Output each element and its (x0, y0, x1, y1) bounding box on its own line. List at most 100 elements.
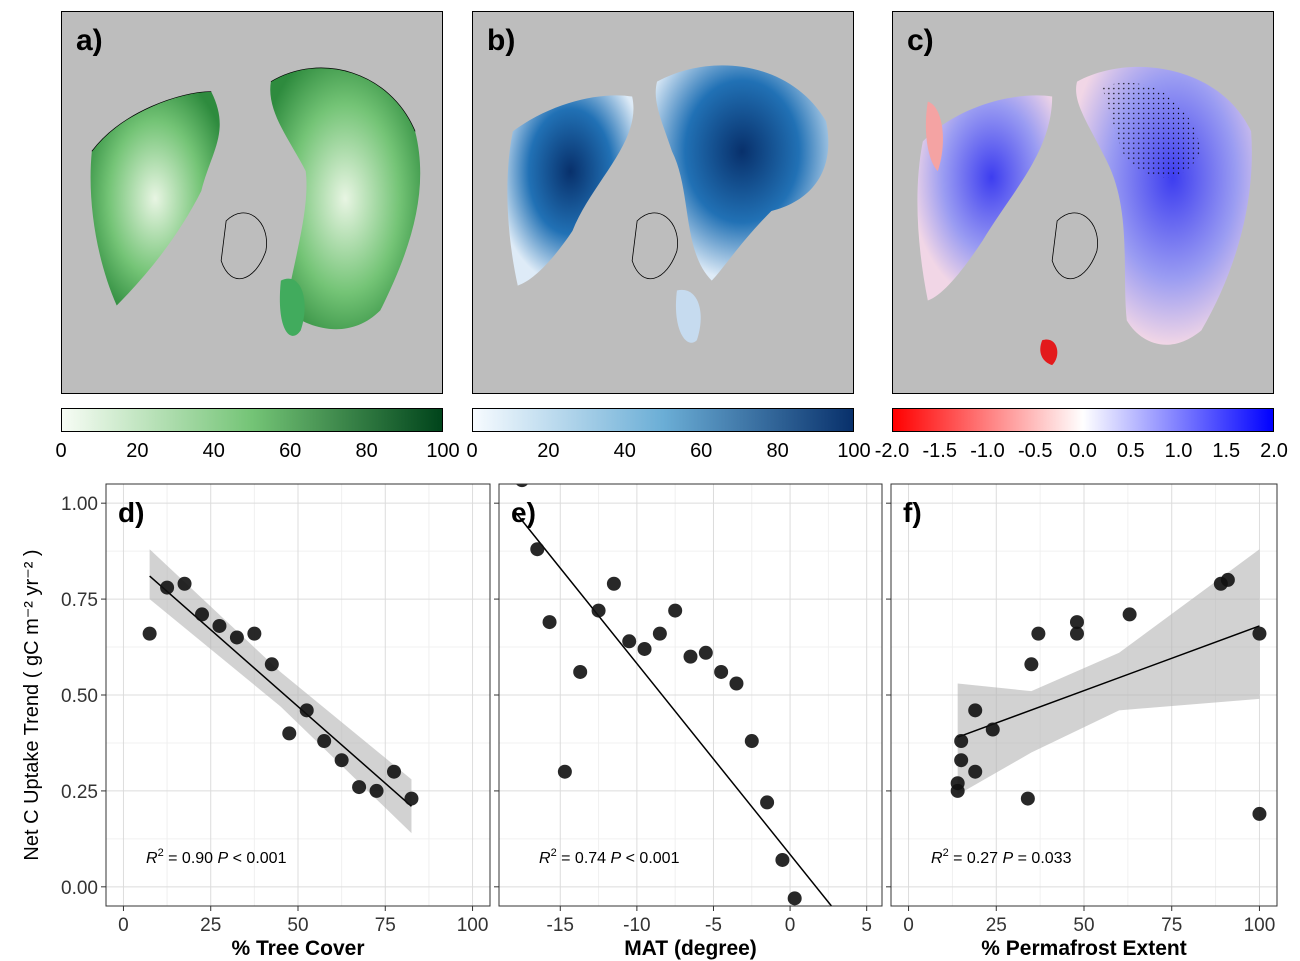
regression-line (149, 575, 412, 807)
colorbar-tick-label: 100 (837, 440, 871, 462)
data-point (369, 783, 384, 798)
data-point (1069, 615, 1084, 630)
x-tick-label: 50 (287, 915, 308, 936)
y-tick-label: 1.00 (61, 494, 98, 515)
data-point (606, 576, 621, 591)
r2-value: = 0.90 (164, 850, 218, 867)
plot-d-tree-cover: 0 25 50 75 100 0.00 0.25 0.50 0.75 1.00 d) % Tree C… (61, 483, 491, 960)
colorbar-tick-label: -1.5 (922, 440, 957, 462)
data-point (229, 630, 244, 645)
scatter-plots: Net C Uptake Trend ( gC m⁻² yr⁻² ) 0 25 50… (21, 483, 1278, 960)
data-point (775, 852, 790, 867)
colorbar-tree-cover (61, 408, 443, 432)
colorbar-tick-label: 1.0 (1164, 440, 1193, 462)
y-tick-label: 0.00 (61, 878, 98, 899)
stats-annotation: R2 = 0.74 P < 0.001 (539, 847, 680, 867)
plot-border (498, 483, 883, 907)
data-point (760, 795, 775, 810)
r2-value: = 0.27 (949, 850, 1003, 867)
colorbar-tick-label: 20 (126, 440, 149, 462)
x-tick-label: 50 (1073, 915, 1094, 936)
p-value: < 0.001 (621, 850, 679, 867)
panel-label: f) (903, 497, 922, 528)
data-point (557, 764, 572, 779)
x-tick-label: -10 (623, 915, 650, 936)
colorbar-tick-label: 80 (355, 440, 378, 462)
data-point (142, 626, 157, 641)
data-point (1020, 791, 1035, 806)
x-tick-label: 0 (118, 915, 129, 936)
data-point (530, 542, 545, 557)
x-tick-label: 100 (1244, 915, 1276, 936)
colorbar-tick-label: 60 (279, 440, 302, 462)
regression-line (957, 625, 1260, 738)
panel-label-c: c) (907, 24, 934, 57)
data-point (1024, 657, 1039, 672)
data-point (1252, 806, 1267, 821)
p-value: < 0.001 (228, 850, 286, 867)
data-point (968, 764, 983, 779)
data-point (542, 615, 557, 630)
panel-label-b: b) (487, 24, 516, 57)
x-tick-label: -15 (547, 915, 574, 936)
data-point (637, 641, 652, 656)
data-point (652, 626, 667, 641)
x-tick-label: -5 (705, 915, 722, 936)
colorbar-tick-label: 40 (613, 440, 636, 462)
colorbar-permafrost (472, 408, 854, 432)
x-tick-label: 75 (375, 915, 396, 936)
map-panel-b: b) (472, 11, 854, 394)
r2-value: = 0.74 (557, 850, 611, 867)
p-value: = 0.033 (1013, 850, 1071, 867)
data-point (334, 753, 349, 768)
data-point (1031, 626, 1046, 641)
data-point (714, 664, 729, 679)
x-axis-label: MAT (degree) (624, 937, 757, 960)
data-point (195, 607, 209, 622)
y-tick-label: 0.75 (61, 590, 98, 611)
data-point (264, 657, 279, 672)
x-tick-label: 5 (861, 915, 872, 936)
data-point (1069, 626, 1084, 641)
colorbar-tick-label: -2.0 (874, 440, 910, 462)
data-point (744, 734, 759, 749)
data-point (282, 726, 297, 741)
panel-label: d) (118, 497, 144, 528)
data-point (729, 676, 744, 691)
x-tick-label: 0 (903, 915, 914, 936)
data-point (683, 649, 698, 664)
x-tick-label: 75 (1161, 915, 1182, 936)
colorbar-tick-label: 0.0 (1069, 440, 1097, 462)
data-point (954, 753, 969, 768)
data-point (404, 791, 419, 806)
data-point (591, 603, 606, 618)
data-point (1252, 626, 1267, 641)
data-point (247, 626, 262, 641)
colorbar-tick-label: 0 (466, 440, 478, 462)
data-point (1220, 572, 1235, 587)
colorbar-tick-label: 40 (202, 440, 225, 462)
data-point (1122, 607, 1137, 622)
data-point (985, 722, 1000, 737)
tree-cover-map (90, 67, 421, 336)
x-tick-label: 25 (200, 915, 221, 936)
y-axis-label: Net C Uptake Trend ( gC m⁻² yr⁻² ) (21, 549, 43, 860)
x-axis-label: % Permafrost Extent (981, 937, 1186, 960)
map-panel-a: a) (61, 11, 443, 394)
data-point (573, 664, 588, 679)
confidence-band (957, 549, 1260, 795)
colorbar-tick-label: -0.5 (1018, 440, 1053, 462)
colorbar-tick-label: 0 (55, 440, 67, 462)
colorbar-ticks-permafrost: 0 20 40 60 80 100 (466, 436, 870, 462)
plot-border (105, 483, 491, 907)
colorbar-uptake-trend (892, 408, 1274, 432)
data-point (950, 776, 965, 791)
data-point (160, 580, 175, 595)
data-point (212, 618, 227, 633)
data-point (352, 780, 367, 795)
colorbar-tick-label: 1.5 (1212, 440, 1241, 462)
map-panel-c: c) (892, 11, 1274, 394)
colorbar-tick-label: 2.0 (1260, 440, 1288, 462)
plot-e-mat: -15 -10 -5 0 5 e) MAT (degree) R2 = 0.74 P < 0.… (494, 483, 883, 960)
colorbar-tick-label: 60 (690, 440, 713, 462)
